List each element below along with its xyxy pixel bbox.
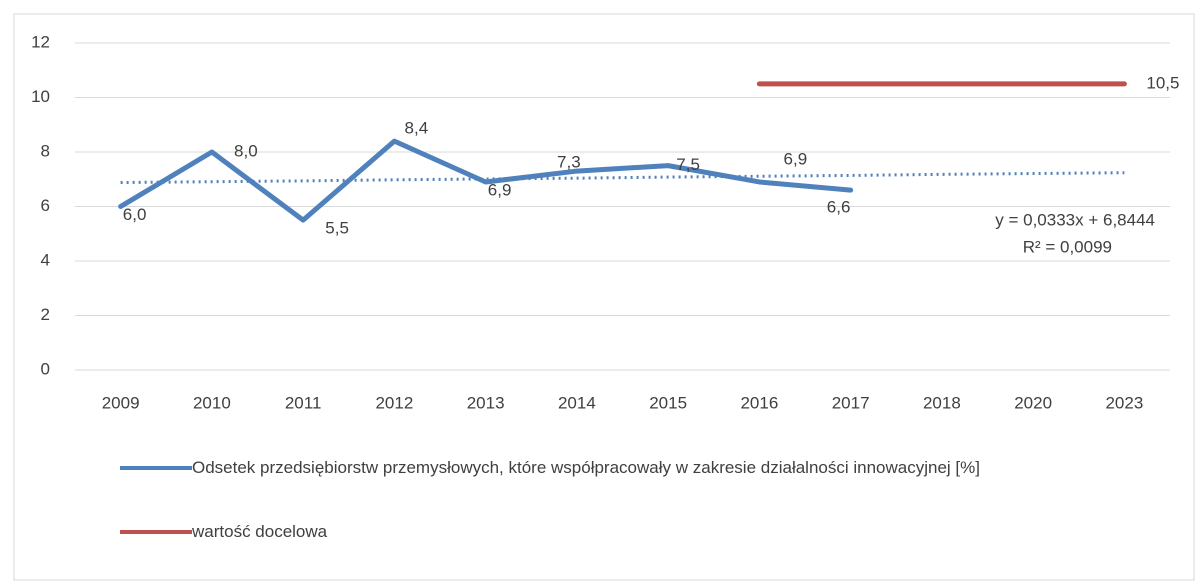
data-label: 5,5 — [325, 219, 349, 238]
chart-border — [13, 13, 1195, 581]
x-tick-label: 2015 — [649, 393, 687, 412]
x-tick-label: 2010 — [193, 393, 231, 412]
legend-swatch — [120, 466, 192, 470]
x-tick-label: 2014 — [558, 393, 596, 412]
legend-entry: wartość docelowa — [120, 519, 327, 545]
y-tick-label: 6 — [41, 196, 50, 215]
x-tick-label: 2023 — [1105, 393, 1143, 412]
trend-equation: y = 0,0333x + 6,8444 — [995, 210, 1155, 229]
data-label: 6,0 — [123, 205, 147, 224]
data-label: 7,3 — [557, 153, 581, 172]
data-label: 10,5 — [1146, 73, 1179, 92]
y-tick-label: 2 — [41, 305, 50, 324]
legend-label: Odsetek przedsiębiorstw przemysłowych, k… — [192, 458, 980, 477]
y-tick-label: 0 — [41, 359, 50, 378]
series-line — [118, 138, 854, 223]
data-label: 8,4 — [405, 119, 429, 138]
x-tick-label: 2012 — [375, 393, 413, 412]
legend-label: wartość docelowa — [192, 522, 328, 541]
data-label: 7,5 — [676, 155, 700, 174]
y-tick-label: 4 — [41, 250, 50, 269]
data-label: 6,6 — [827, 198, 851, 217]
x-tick-label: 2017 — [832, 393, 870, 412]
x-tick-label: 2011 — [285, 393, 322, 412]
y-tick-label: 10 — [31, 87, 50, 106]
legend-swatch — [120, 530, 192, 534]
x-tick-label: 2013 — [467, 393, 505, 412]
x-tick-label: 2016 — [740, 393, 778, 412]
data-label: 6,9 — [784, 149, 808, 168]
x-tick-label: 2020 — [1014, 393, 1052, 412]
x-tick-label: 2018 — [923, 393, 961, 412]
data-label: 8,0 — [234, 141, 258, 160]
y-tick-label: 8 — [41, 141, 50, 160]
x-tick-label: 2009 — [102, 393, 140, 412]
y-tick-label: 12 — [31, 32, 50, 51]
data-label: 6,9 — [488, 180, 512, 199]
trend-r2: R² = 0,0099 — [1023, 237, 1112, 256]
legend-entry: Odsetek przedsiębiorstw przemysłowych, k… — [120, 455, 980, 481]
